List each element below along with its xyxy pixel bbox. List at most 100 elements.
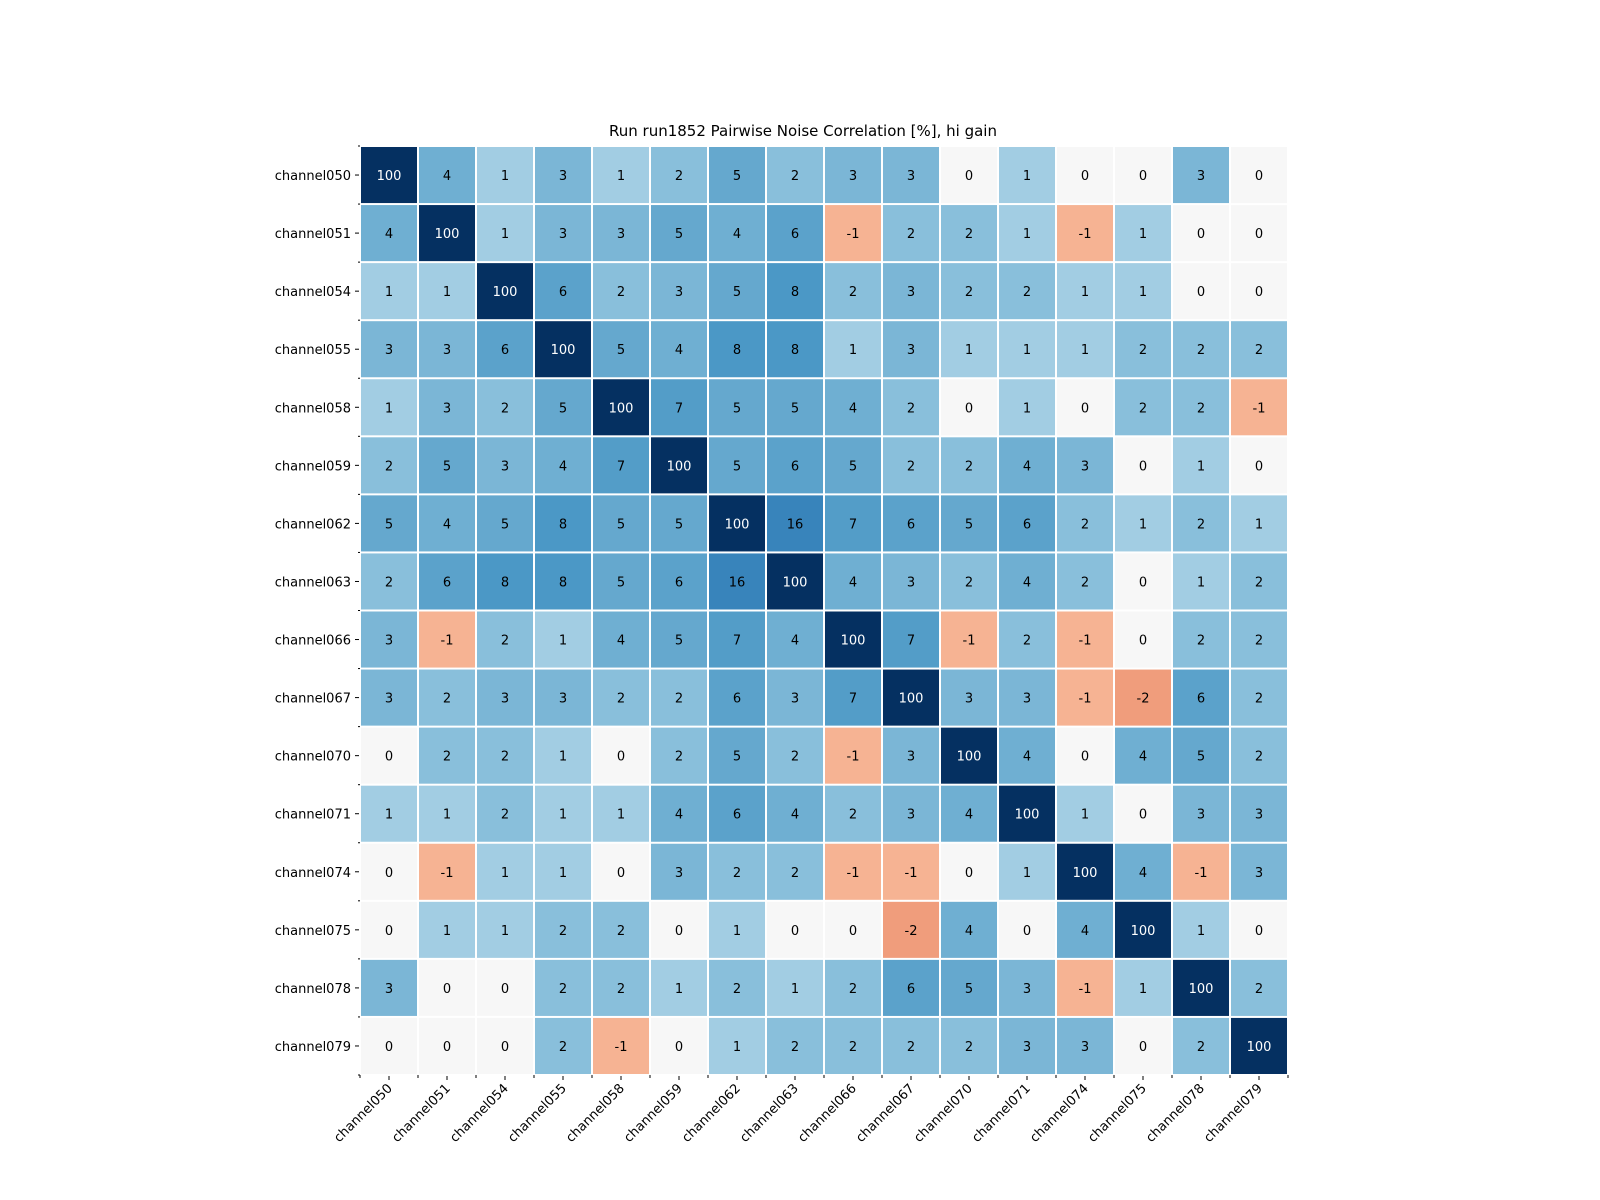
cell-value-label: -1 [1195, 866, 1208, 881]
cell-value-label: 7 [675, 401, 683, 416]
cell-value-label: 1 [501, 169, 509, 184]
heatmap-cell [1231, 553, 1287, 610]
cell-value-label: 100 [725, 517, 750, 532]
heatmap-cell [1231, 495, 1287, 552]
heatmap-cell [651, 901, 707, 958]
heatmap-cell [709, 843, 765, 900]
y-tick-label: channel070 [275, 750, 351, 765]
heatmap-cell [1115, 959, 1171, 1016]
cell-value-label: 100 [1073, 866, 1098, 881]
cell-value-label: 3 [1255, 808, 1263, 823]
heatmap-cell [1057, 843, 1113, 900]
heatmap-cell [1115, 379, 1171, 436]
cell-value-label: 6 [907, 982, 915, 997]
cell-value-label: 4 [791, 808, 799, 823]
cell-value-label: 4 [559, 459, 567, 474]
cell-value-label: 2 [675, 169, 683, 184]
cell-value-label: -1 [615, 1040, 628, 1055]
heatmap-cell [883, 379, 939, 436]
heatmap-cell [825, 437, 881, 494]
cell-value-label: 1 [385, 285, 393, 300]
heatmap-cell [825, 611, 881, 668]
heatmap-cell [361, 1017, 417, 1074]
heatmap-cell [767, 727, 823, 784]
heatmap-cell [883, 727, 939, 784]
cell-value-label: 4 [849, 575, 857, 590]
cell-value-label: 2 [849, 285, 857, 300]
heatmap-cell [593, 321, 649, 378]
heatmap-cell [767, 147, 823, 204]
heatmap-cell [361, 727, 417, 784]
cell-value-label: 0 [385, 750, 393, 765]
heatmap-cell [941, 205, 997, 262]
cell-value-label: 2 [559, 1040, 567, 1055]
heatmap-cell [1057, 553, 1113, 610]
cell-value-label: 7 [849, 517, 857, 532]
heatmap-cell [477, 553, 533, 610]
heatmap-cell [767, 205, 823, 262]
cell-value-label: 2 [965, 285, 973, 300]
cell-value-label: 6 [559, 285, 567, 300]
cell-value-label: 1 [385, 808, 393, 823]
cell-value-label: -1 [963, 634, 976, 649]
cell-value-label: 3 [675, 285, 683, 300]
heatmap-cell [1231, 843, 1287, 900]
cell-value-label: 100 [957, 750, 982, 765]
heatmap-cell [477, 901, 533, 958]
cell-value-label: 0 [1081, 169, 1089, 184]
heatmap-cell [999, 1017, 1055, 1074]
cell-value-label: 3 [907, 750, 915, 765]
heatmap-cell [651, 147, 707, 204]
cell-value-label: 0 [385, 924, 393, 939]
cell-value-label: 0 [1139, 459, 1147, 474]
cell-value-label: 7 [733, 634, 741, 649]
cell-value-label: 8 [791, 285, 799, 300]
heatmap-cell [1115, 553, 1171, 610]
cell-value-label: 100 [667, 459, 692, 474]
cell-value-label: 2 [907, 1040, 915, 1055]
cell-value-label: -1 [1079, 634, 1092, 649]
cell-value-label: 0 [1255, 227, 1263, 242]
cell-value-label: 0 [1081, 401, 1089, 416]
heatmap-cell [1057, 495, 1113, 552]
cell-value-label: 2 [791, 866, 799, 881]
heatmap-cell [767, 843, 823, 900]
heatmap-cell [825, 321, 881, 378]
heatmap-cell [1173, 959, 1229, 1016]
heatmap-cell [941, 1017, 997, 1074]
heatmap-cell [1173, 727, 1229, 784]
heatmap-cell [651, 1017, 707, 1074]
heatmap-cell [593, 1017, 649, 1074]
cell-value-label: 3 [617, 227, 625, 242]
cell-value-label: 0 [617, 866, 625, 881]
heatmap-cell [1231, 1017, 1287, 1074]
heatmap-cell [999, 321, 1055, 378]
heatmap-cell [941, 669, 997, 726]
cell-value-label: 8 [733, 343, 741, 358]
heatmap-cell [593, 379, 649, 436]
heatmap-cell [477, 1017, 533, 1074]
cell-value-label: 3 [907, 169, 915, 184]
cell-value-label: 2 [559, 982, 567, 997]
heatmap-cell [361, 205, 417, 262]
heatmap-cell [535, 495, 591, 552]
cell-value-label: 0 [1197, 227, 1205, 242]
heatmap-cell [1057, 437, 1113, 494]
heatmap-cell [535, 1017, 591, 1074]
heatmap-cell [709, 379, 765, 436]
cell-value-label: 6 [443, 575, 451, 590]
heatmap-cell [999, 727, 1055, 784]
cell-value-label: 3 [1023, 1040, 1031, 1055]
heatmap-cell [1115, 437, 1171, 494]
heatmap-cell [419, 147, 475, 204]
cell-value-label: 3 [443, 343, 451, 358]
heatmap-cell [999, 147, 1055, 204]
heatmap-cell [941, 611, 997, 668]
heatmap-cell [419, 379, 475, 436]
cell-value-label: 16 [729, 575, 746, 590]
heatmap-cell [767, 495, 823, 552]
heatmap-cell [419, 611, 475, 668]
y-tick-label: channel050 [275, 169, 351, 184]
cell-value-label: 100 [435, 227, 460, 242]
heatmap-cell [651, 669, 707, 726]
